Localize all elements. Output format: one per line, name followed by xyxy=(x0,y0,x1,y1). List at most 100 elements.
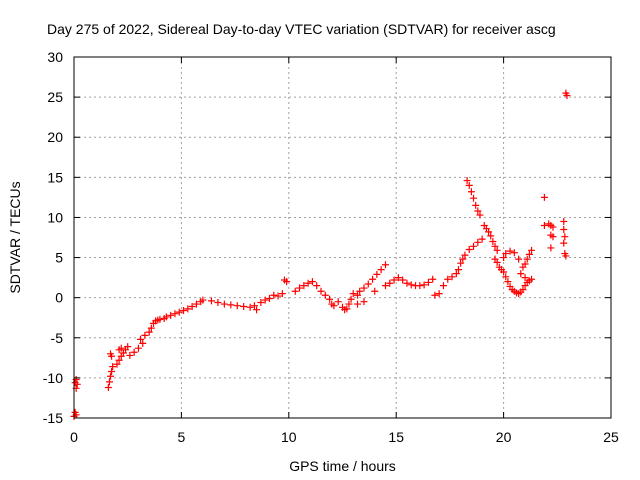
data-point xyxy=(108,352,116,360)
data-point xyxy=(105,378,113,386)
data-point xyxy=(156,315,164,323)
data-point xyxy=(147,324,155,332)
data-point xyxy=(349,290,357,298)
data-point xyxy=(465,246,473,254)
data-point xyxy=(399,276,407,284)
data-point xyxy=(373,270,381,278)
data-point xyxy=(192,300,200,308)
data-point xyxy=(343,305,351,313)
data-point xyxy=(233,302,241,310)
data-point xyxy=(364,280,372,288)
y-tick-label: 25 xyxy=(47,89,63,105)
data-point xyxy=(253,306,261,314)
data-point xyxy=(528,275,536,283)
data-point xyxy=(250,302,258,310)
data-point xyxy=(467,188,475,196)
y-tick-label: -15 xyxy=(43,410,63,426)
data-point xyxy=(334,298,342,306)
y-tick-label: 30 xyxy=(47,49,63,65)
data-point xyxy=(403,279,411,287)
data-point xyxy=(330,302,338,310)
x-tick-label: 10 xyxy=(281,429,297,445)
data-point xyxy=(439,282,447,290)
data-point xyxy=(145,328,153,336)
data-point xyxy=(300,282,308,290)
data-point xyxy=(476,211,484,219)
data-point xyxy=(561,233,569,241)
data-point xyxy=(278,290,286,298)
data-point xyxy=(560,225,568,233)
data-point xyxy=(470,194,478,202)
data-point xyxy=(220,300,228,308)
data-points xyxy=(70,89,571,420)
data-point xyxy=(107,372,115,380)
data-point xyxy=(431,291,439,299)
data-point xyxy=(317,287,325,295)
data-point xyxy=(523,255,531,263)
data-point xyxy=(308,278,316,286)
data-point xyxy=(474,238,482,246)
data-point xyxy=(167,311,175,319)
data-point xyxy=(452,270,460,278)
data-point xyxy=(265,294,273,302)
y-tick-label: 20 xyxy=(47,129,63,145)
data-point xyxy=(454,266,462,274)
data-point xyxy=(304,279,312,287)
data-point xyxy=(283,278,291,286)
x-tick-label: 0 xyxy=(70,429,78,445)
x-tick-label: 5 xyxy=(178,429,186,445)
data-point xyxy=(424,278,432,286)
data-point xyxy=(474,207,482,215)
y-tick-label: 15 xyxy=(47,169,63,185)
data-point xyxy=(540,193,548,201)
data-point xyxy=(429,275,437,283)
data-point xyxy=(113,360,121,368)
data-point xyxy=(126,351,134,359)
data-point xyxy=(394,274,402,282)
data-point xyxy=(457,259,465,267)
data-point xyxy=(500,254,508,262)
data-point xyxy=(420,281,428,289)
data-point xyxy=(390,276,398,284)
data-point xyxy=(528,246,536,254)
data-point xyxy=(257,298,265,306)
data-point xyxy=(549,233,557,241)
data-point xyxy=(560,239,568,247)
data-point xyxy=(540,221,548,229)
data-point xyxy=(345,300,353,308)
y-axis-label: SDTVAR / TECUs xyxy=(7,181,23,293)
data-point xyxy=(321,291,329,299)
data-point xyxy=(184,305,192,313)
x-axis-label: GPS time / hours xyxy=(289,458,396,474)
data-point xyxy=(485,228,493,236)
data-point xyxy=(246,303,254,311)
data-point xyxy=(407,281,415,289)
data-point xyxy=(354,291,362,299)
data-point xyxy=(139,339,147,347)
data-point xyxy=(493,246,501,254)
data-point xyxy=(354,300,362,308)
data-point xyxy=(377,266,385,274)
plot-frame xyxy=(73,56,612,419)
data-point xyxy=(547,244,555,252)
data-point xyxy=(463,177,471,185)
data-point xyxy=(270,291,278,299)
data-point xyxy=(461,251,469,259)
data-point xyxy=(369,275,377,283)
y-tick-label: -5 xyxy=(51,330,64,346)
data-point xyxy=(381,282,389,290)
data-point xyxy=(525,250,533,258)
data-point xyxy=(117,344,125,352)
data-point xyxy=(326,295,334,303)
data-point xyxy=(347,295,355,303)
data-point xyxy=(500,268,508,276)
data-point xyxy=(502,273,510,281)
data-point xyxy=(416,282,424,290)
data-point xyxy=(274,292,282,300)
data-point xyxy=(108,367,116,375)
data-point xyxy=(162,313,170,321)
data-point xyxy=(115,356,123,364)
data-point xyxy=(104,384,112,392)
data-point xyxy=(124,343,132,351)
data-point xyxy=(549,223,557,231)
